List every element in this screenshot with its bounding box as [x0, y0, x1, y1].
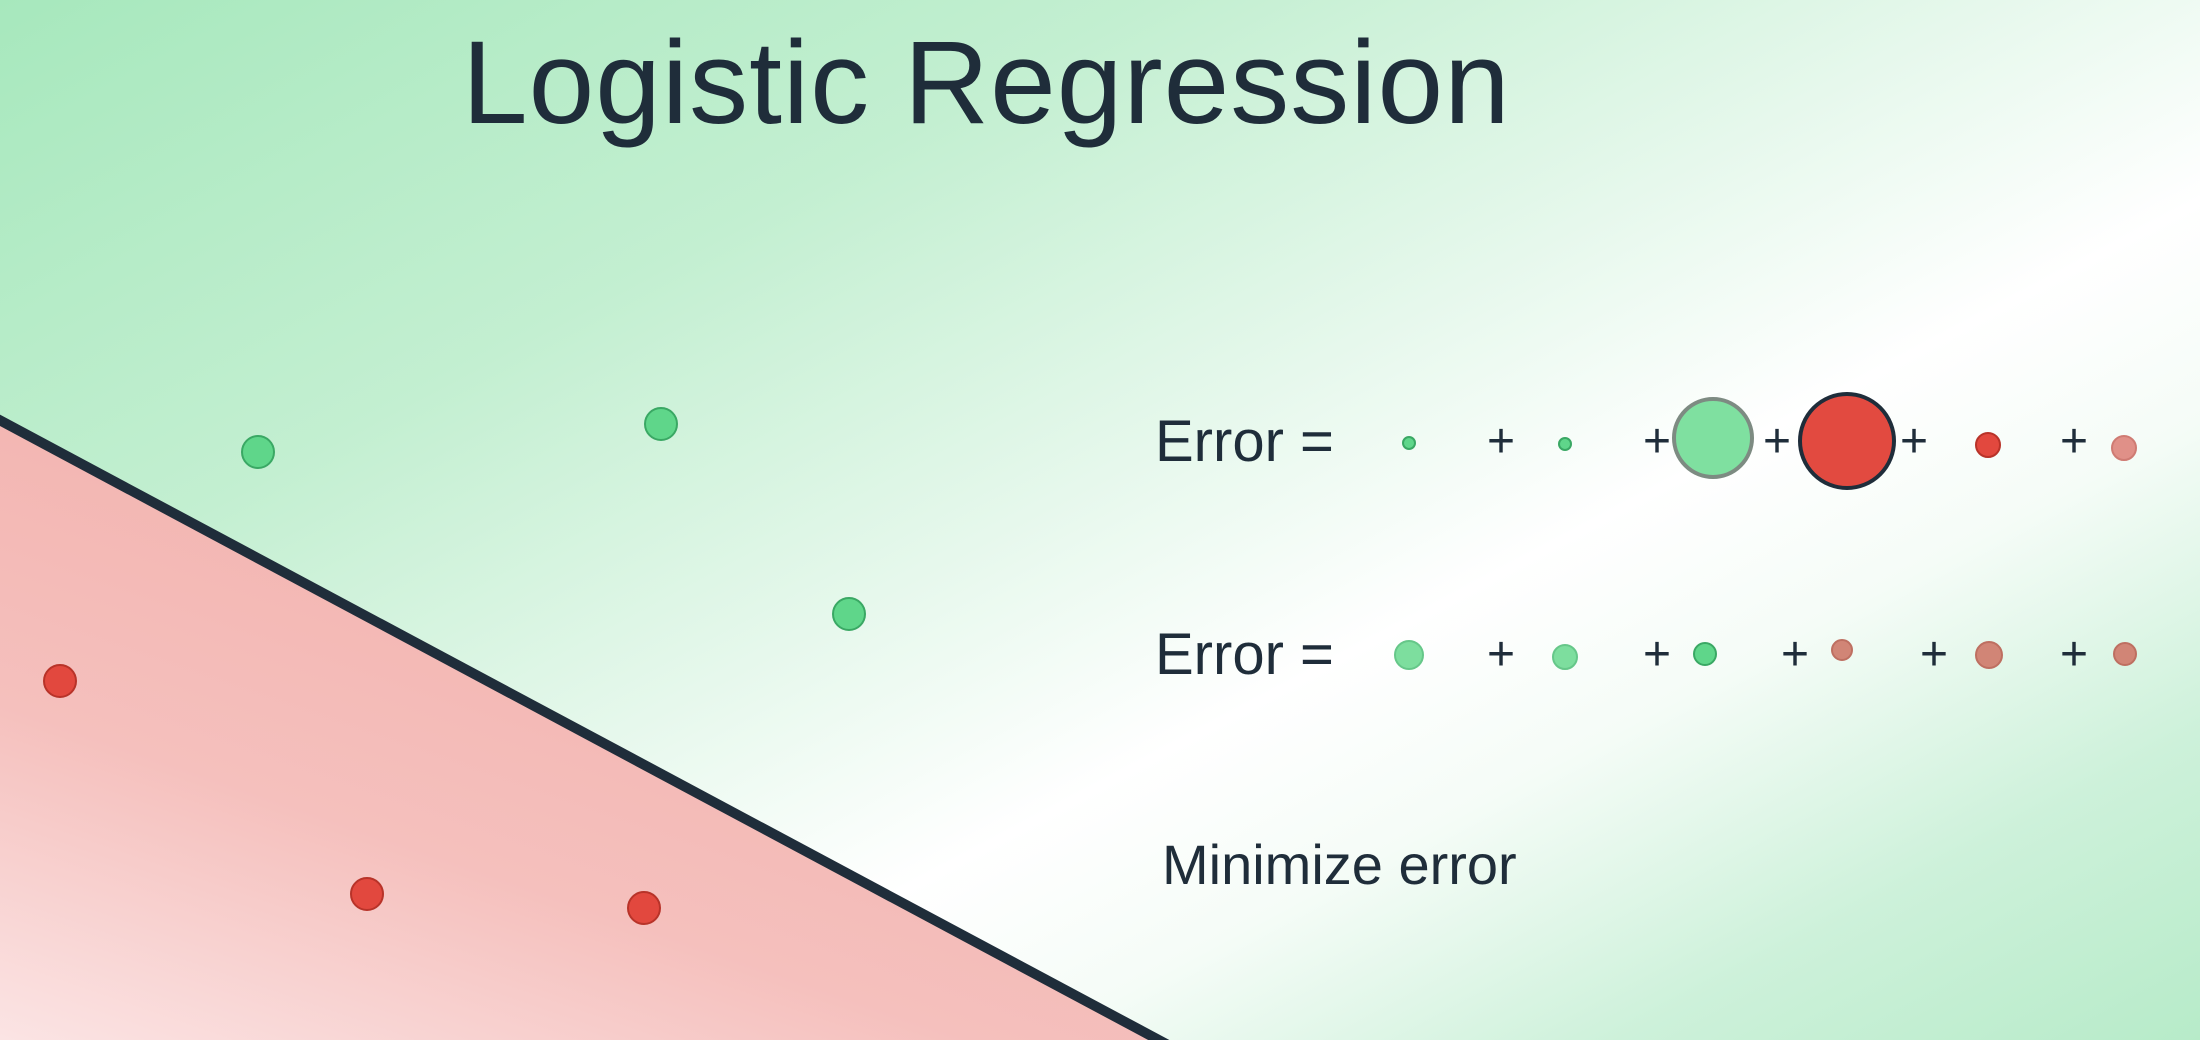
- plus-sign: +: [1642, 415, 1672, 468]
- red-point: [350, 877, 384, 911]
- plus-sign: +: [1919, 628, 1949, 681]
- plus-sign: +: [1899, 415, 1929, 468]
- error-label: Error =: [1155, 409, 1334, 474]
- error-label: Error =: [1155, 622, 1334, 687]
- plus-sign: +: [1780, 628, 1810, 681]
- green-point: [241, 435, 275, 469]
- green-point: [644, 407, 678, 441]
- plus-sign: +: [1642, 628, 1672, 681]
- slide-title: Logistic Regression: [462, 17, 1511, 149]
- error-term-small-green: [1402, 436, 1416, 450]
- plus-sign: +: [1486, 415, 1516, 468]
- error-term-small-red: [1975, 432, 2001, 458]
- error-term-small-rust: [1831, 639, 1853, 661]
- error-equation-1: Error = + + + + +: [1155, 392, 2155, 490]
- red-point: [627, 891, 661, 925]
- error-term-large-red: [1798, 392, 1896, 490]
- error-term-large-green: [1672, 397, 1754, 479]
- plus-sign: +: [2059, 415, 2089, 468]
- plus-sign: +: [1762, 415, 1792, 468]
- minimize-error-caption: Minimize error: [1162, 833, 1517, 896]
- error-equation-2: Error = + + + + +: [1155, 615, 2155, 695]
- error-term-small-rust: [2113, 642, 2137, 666]
- error-term-small-green: [1394, 640, 1424, 670]
- green-point: [832, 597, 866, 631]
- error-term-small-rust: [1975, 641, 2003, 669]
- error-term-small-green: [1693, 642, 1717, 666]
- red-point: [43, 664, 77, 698]
- plus-sign: +: [1486, 628, 1516, 681]
- error-term-small-green: [1552, 644, 1578, 670]
- error-term-small-green: [1558, 437, 1572, 451]
- decision-boundary: [0, 414, 1170, 1040]
- error-term-small-salmon: [2111, 435, 2137, 461]
- plus-sign: +: [2059, 628, 2089, 681]
